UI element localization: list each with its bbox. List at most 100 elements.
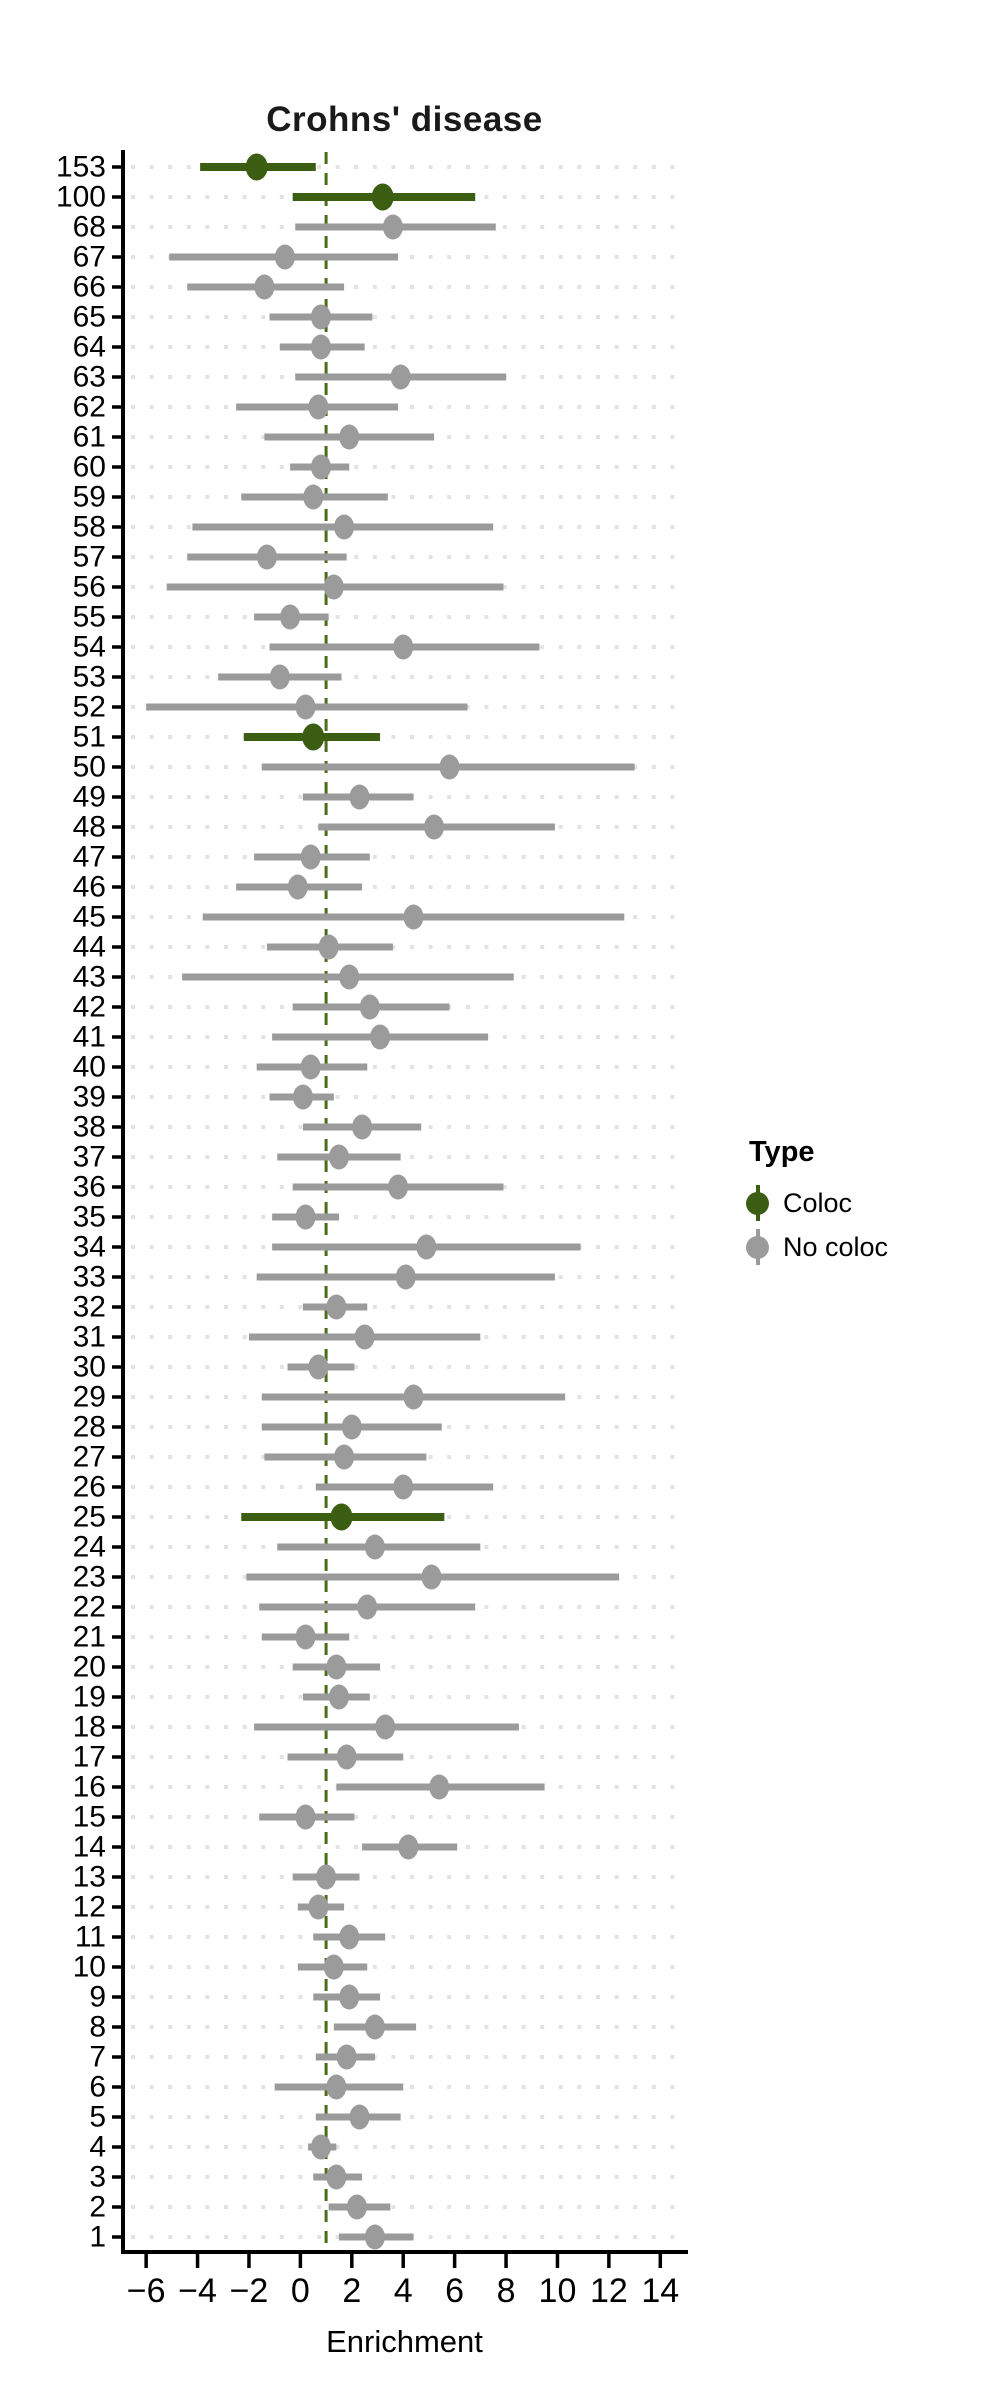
point-estimate (326, 2164, 347, 2190)
y-tick-label: 8 (89, 2011, 106, 2044)
y-tick-label: 28 (73, 1411, 106, 1444)
y-tick-label: 16 (73, 1771, 106, 1804)
x-tick-label: −2 (230, 2272, 269, 2310)
y-tick-label: 40 (73, 1051, 106, 1084)
point-estimate (308, 394, 329, 420)
y-tick-label: 5 (89, 2101, 106, 2134)
point-estimate (323, 574, 344, 600)
point-estimate (295, 1804, 316, 1830)
point-estimate (295, 694, 316, 720)
y-tick-label: 39 (73, 1081, 106, 1114)
point-estimate (295, 1204, 316, 1230)
y-tick-label: 27 (73, 1441, 106, 1474)
y-tick-label: 33 (73, 1261, 106, 1294)
point-estimate (339, 1924, 360, 1950)
legend-title: Type (749, 1136, 815, 1168)
y-tick-label: 51 (73, 721, 106, 754)
x-tick-label: 10 (539, 2272, 577, 2310)
point-estimate (330, 1503, 353, 1531)
y-tick-label: 62 (73, 391, 106, 424)
y-tick-label: 45 (73, 901, 106, 934)
y-tick-label: 30 (73, 1351, 106, 1384)
point-estimate (274, 244, 295, 270)
y-tick-label: 12 (73, 1891, 106, 1924)
point-estimate (341, 1414, 362, 1440)
coloc-pointrange-icon (745, 1181, 771, 1225)
no-coloc-pointrange-icon (745, 1225, 771, 1269)
point-estimate (390, 364, 411, 390)
point-estimate (300, 844, 321, 870)
y-tick-label: 66 (73, 271, 106, 304)
y-tick-label: 21 (73, 1621, 106, 1654)
x-tick-label: 12 (590, 2272, 628, 2310)
point-estimate (328, 1144, 349, 1170)
point-estimate (308, 1354, 329, 1380)
point-estimate (326, 1294, 347, 1320)
point-estimate (339, 424, 360, 450)
point-estimate (336, 2044, 357, 2070)
point-estimate (310, 334, 331, 360)
y-tick-label: 11 (75, 1921, 106, 1954)
point-estimate (364, 2224, 385, 2250)
y-tick-label: 59 (73, 481, 106, 514)
y-tick-label: 153 (56, 151, 106, 184)
y-tick-label: 49 (73, 781, 106, 814)
x-tick-label: 4 (394, 2272, 413, 2310)
chart-title: Crohns' disease (266, 100, 543, 139)
y-tick-label: 22 (73, 1591, 106, 1624)
y-tick-label: 34 (73, 1231, 106, 1264)
point-estimate (334, 514, 355, 540)
y-tick-label: 17 (73, 1741, 106, 1774)
y-tick-label: 18 (73, 1711, 106, 1744)
y-tick-label: 44 (73, 931, 106, 964)
point-estimate (334, 1444, 355, 1470)
y-tick-label: 3 (89, 2161, 106, 2194)
point-estimate (364, 2014, 385, 2040)
y-tick-label: 67 (73, 241, 106, 274)
y-tick-label: 26 (73, 1471, 106, 1504)
legend-item-coloc: Coloc (745, 1181, 888, 1225)
x-axis-label: Enrichment (326, 2324, 483, 2359)
y-tick-label: 58 (73, 511, 106, 544)
y-tick-label: 54 (73, 631, 106, 664)
y-tick-label: 50 (73, 751, 106, 784)
y-tick-label: 4 (89, 2131, 106, 2164)
legend-item-label: No coloc (783, 1231, 889, 1262)
point-estimate (382, 214, 403, 240)
y-tick-label: 41 (73, 1021, 106, 1054)
point-estimate (352, 1114, 373, 1140)
point-estimate (310, 304, 331, 330)
y-tick-label: 23 (73, 1561, 106, 1594)
y-tick-label: 32 (73, 1291, 106, 1324)
point-estimate (346, 2194, 367, 2220)
legend-item-no-coloc: No coloc (745, 1225, 888, 1269)
y-tick-label: 48 (73, 811, 106, 844)
point-estimate (349, 784, 370, 810)
y-tick-label: 47 (73, 841, 106, 874)
point-estimate (308, 1894, 329, 1920)
y-tick-label: 31 (73, 1321, 106, 1354)
point-estimate (300, 1054, 321, 1080)
point-estimate (403, 904, 424, 930)
point-estimate (357, 1594, 378, 1620)
point-estimate (326, 2074, 347, 2100)
y-tick-label: 25 (73, 1501, 106, 1534)
x-tick-label: 0 (291, 2272, 310, 2310)
y-tick-label: 37 (73, 1141, 106, 1174)
x-tick-label: −6 (127, 2272, 166, 2310)
y-tick-label: 46 (73, 871, 106, 904)
legend: Type Coloc No coloc (745, 1136, 888, 1269)
y-tick-label: 10 (73, 1951, 106, 1984)
point-estimate (318, 934, 339, 960)
y-tick-label: 2 (89, 2191, 106, 2224)
point-estimate (256, 544, 277, 570)
point-estimate (326, 1654, 347, 1680)
point-estimate (269, 664, 290, 690)
x-tick-label: −4 (178, 2272, 217, 2310)
point-estimate (287, 874, 308, 900)
y-tick-label: 35 (73, 1201, 106, 1234)
point-estimate (364, 1534, 385, 1560)
point-estimate (349, 2104, 370, 2130)
